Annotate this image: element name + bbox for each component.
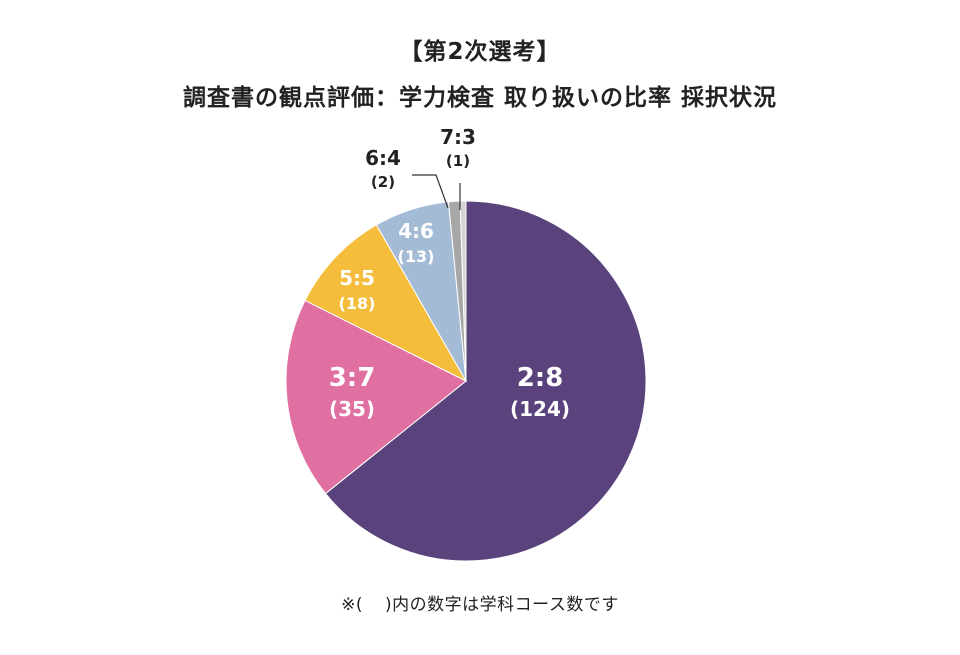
footnote-text: )内の数字は学科コース数です: [385, 595, 619, 615]
slice-label-6-4: 6:4: [365, 146, 401, 170]
chart-title: 【第2次選考】: [399, 39, 561, 65]
slice-label-4-6: 4:6: [398, 219, 434, 243]
slice-count-3-7: (35): [329, 397, 375, 421]
slice-count-2-8: (124): [510, 397, 570, 421]
slice-count-7-3: (1): [446, 152, 470, 170]
slice-count-4-6: (13): [398, 247, 435, 266]
leader-line-6-4: [412, 174, 449, 209]
slice-label-7-3: 7:3: [440, 125, 476, 149]
slice-label-2-8: 2:8: [517, 363, 564, 393]
slice-count-5-5: (18): [339, 294, 376, 313]
slice-count-6-4: (2): [371, 173, 395, 191]
slice-label-3-7: 3:7: [329, 363, 376, 393]
footnote: ※( )内の数字は学科コース数です: [0, 590, 960, 615]
footnote-prefix: ※(: [341, 595, 364, 615]
pie-slice-5-5: [304, 224, 468, 383]
pie-slice-2-8: [324, 200, 647, 562]
chart-subtitle: 調査書の観点評価：学力検査 取り扱いの比率 採択状況: [182, 85, 777, 111]
slice-label-5-5: 5:5: [339, 266, 375, 290]
pie-slice-3-7: [285, 299, 467, 495]
